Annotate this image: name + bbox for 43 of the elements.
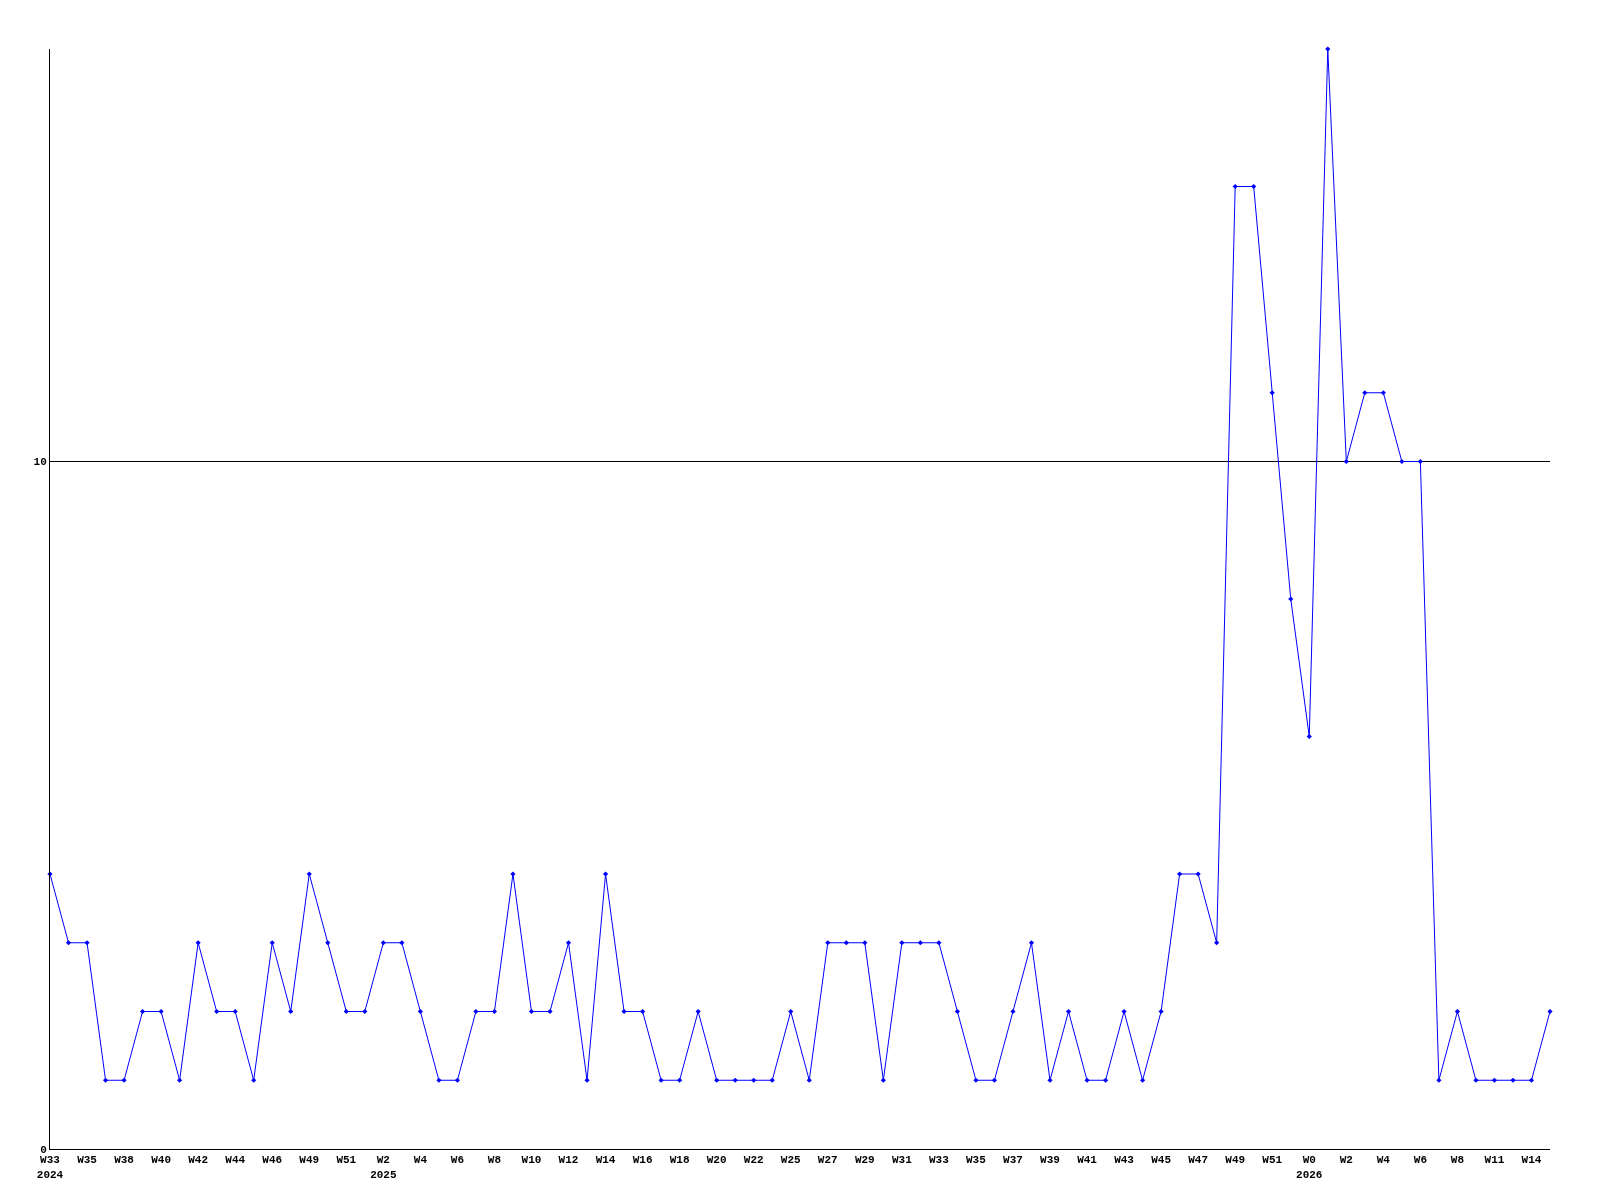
- x-tick-label: W29: [854, 1154, 875, 1167]
- x-tick-label: W45: [1151, 1154, 1172, 1167]
- x-tick-label: W49: [299, 1154, 320, 1167]
- x-tick-label: W33 2024: [36, 1154, 64, 1181]
- x-tick-label: W4: [413, 1154, 428, 1167]
- x-tick-label: W18: [669, 1154, 690, 1167]
- y-tick-label: 0: [40, 1143, 47, 1156]
- x-tick-label: W16: [632, 1154, 653, 1167]
- x-tick-label: W6: [450, 1154, 465, 1167]
- x-tick-label: W31: [891, 1154, 913, 1167]
- x-tick-label: W49: [1225, 1154, 1246, 1167]
- x-tick-label: W42: [188, 1154, 209, 1167]
- x-tick-label: W33: [928, 1154, 950, 1167]
- x-tick-label: W11: [1484, 1154, 1505, 1167]
- x-tick-label: W14: [1521, 1154, 1542, 1167]
- x-tick-label: W8: [1450, 1154, 1465, 1167]
- x-tick-label: W43: [1114, 1154, 1135, 1167]
- x-tick-label: W6: [1413, 1154, 1427, 1167]
- x-tick-label: W39: [1040, 1154, 1060, 1167]
- x-tick-label: W2: [1339, 1154, 1353, 1167]
- y-tick-label: 10: [33, 456, 47, 469]
- x-tick-label: W44: [225, 1154, 246, 1167]
- x-tick-label: W20: [706, 1154, 727, 1167]
- x-tick-label: W27: [817, 1154, 838, 1167]
- x-tick-label: W41: [1077, 1154, 1098, 1167]
- x-tick-label: W51: [336, 1154, 357, 1167]
- x-tick-label: W10: [521, 1154, 542, 1167]
- x-tick-label: W46: [262, 1154, 283, 1167]
- x-tick-label: W14: [595, 1154, 616, 1167]
- x-tick-label: W38: [114, 1154, 135, 1167]
- x-tick-label: W35: [77, 1154, 98, 1167]
- x-tick-label: W4: [1376, 1154, 1391, 1167]
- x-tick-label: W51: [1262, 1154, 1283, 1167]
- x-tick-label: W0 2026: [1296, 1154, 1323, 1181]
- x-tick-label: W22: [743, 1154, 764, 1167]
- x-tick-label: W47: [1188, 1154, 1209, 1167]
- x-tick-label: W37: [1003, 1154, 1023, 1167]
- x-tick-label: W25: [780, 1154, 802, 1167]
- x-tick-label: W40: [151, 1154, 172, 1167]
- x-tick-label: W2 2025: [370, 1154, 397, 1181]
- x-tick-label: W12: [558, 1154, 579, 1167]
- x-tick-label: W35: [966, 1154, 987, 1167]
- x-tick-label: W8: [487, 1154, 502, 1167]
